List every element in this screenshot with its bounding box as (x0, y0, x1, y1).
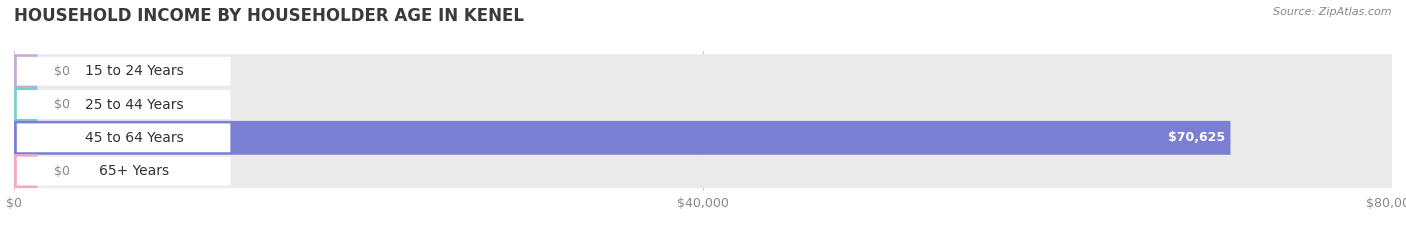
Text: $0: $0 (53, 65, 70, 78)
Text: $0: $0 (53, 164, 70, 178)
Text: 45 to 64 Years: 45 to 64 Years (84, 131, 184, 145)
FancyBboxPatch shape (14, 54, 1392, 88)
Text: 65+ Years: 65+ Years (100, 164, 169, 178)
FancyBboxPatch shape (14, 88, 1392, 121)
FancyBboxPatch shape (14, 121, 1392, 155)
FancyBboxPatch shape (17, 57, 231, 86)
FancyBboxPatch shape (17, 123, 231, 152)
Text: $70,625: $70,625 (1168, 131, 1225, 144)
FancyBboxPatch shape (14, 154, 38, 188)
Text: HOUSEHOLD INCOME BY HOUSEHOLDER AGE IN KENEL: HOUSEHOLD INCOME BY HOUSEHOLDER AGE IN K… (14, 7, 524, 25)
FancyBboxPatch shape (14, 54, 38, 88)
Text: Source: ZipAtlas.com: Source: ZipAtlas.com (1274, 7, 1392, 17)
FancyBboxPatch shape (14, 88, 38, 121)
Text: $0: $0 (53, 98, 70, 111)
FancyBboxPatch shape (17, 157, 231, 185)
FancyBboxPatch shape (14, 154, 1392, 188)
Text: 15 to 24 Years: 15 to 24 Years (84, 64, 184, 78)
FancyBboxPatch shape (14, 121, 1230, 155)
FancyBboxPatch shape (17, 90, 231, 119)
Text: 25 to 44 Years: 25 to 44 Years (84, 98, 184, 112)
